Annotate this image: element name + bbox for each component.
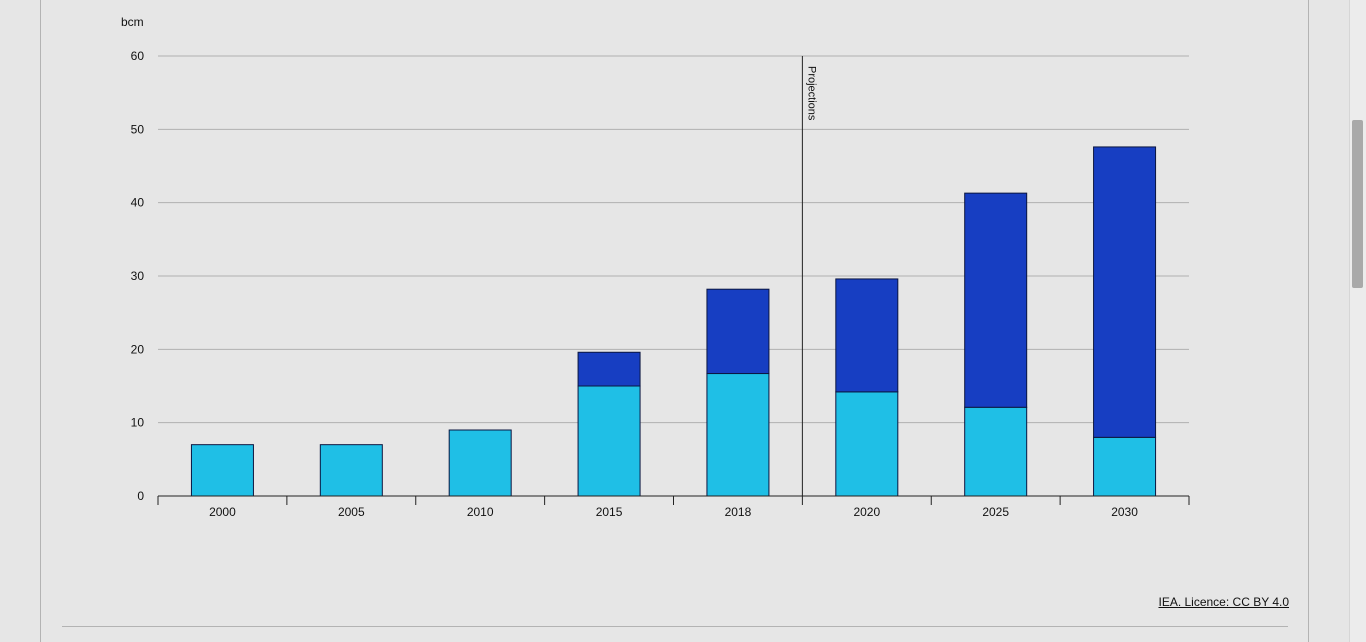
bar-segment-1 <box>448 429 512 497</box>
bar-segment-1 <box>706 373 770 497</box>
bar-segment-1 <box>319 444 383 497</box>
y-tick-label: 20 <box>131 342 145 356</box>
y-tick-label: 30 <box>131 269 145 283</box>
bar-segment-1 <box>835 391 899 497</box>
page-frame <box>40 0 1309 642</box>
y-unit-label: bcm <box>121 15 144 29</box>
bar-segment-2 <box>1093 146 1157 438</box>
x-tick-label: 2020 <box>853 505 880 519</box>
bar-segment-1 <box>1093 436 1157 497</box>
bar-segment-2 <box>577 351 641 387</box>
vertical-scrollbar[interactable] <box>1349 0 1366 642</box>
projections-label: Projections <box>805 66 817 121</box>
y-tick-label: 0 <box>137 489 144 503</box>
scrollbar-thumb[interactable] <box>1352 120 1363 288</box>
bars-layer <box>190 146 1157 497</box>
bar-segment-2 <box>835 278 899 393</box>
x-tick-label: 2015 <box>596 505 623 519</box>
x-tick-label: 2018 <box>725 505 752 519</box>
licence-link[interactable]: IEA. Licence: CC BY 4.0 <box>1158 595 1289 609</box>
bar-segment-2 <box>964 192 1028 408</box>
y-tick-label: 10 <box>131 416 145 430</box>
x-tick-label: 2030 <box>1111 505 1138 519</box>
y-tick-label: 40 <box>131 196 145 210</box>
bar-segment-1 <box>964 406 1028 497</box>
bar-segment-1 <box>190 444 254 497</box>
y-tick-label: 60 <box>131 49 145 63</box>
footer-divider <box>62 626 1288 627</box>
bar-segment-2 <box>706 288 770 375</box>
y-tick-label: 50 <box>131 122 145 136</box>
x-tick-label: 2010 <box>467 505 494 519</box>
x-tick-label: 2000 <box>209 505 236 519</box>
x-tick-label: 2005 <box>338 505 365 519</box>
x-tick-label: 2025 <box>982 505 1009 519</box>
bar-segment-1 <box>577 385 641 497</box>
grid-layer <box>158 55 1189 424</box>
